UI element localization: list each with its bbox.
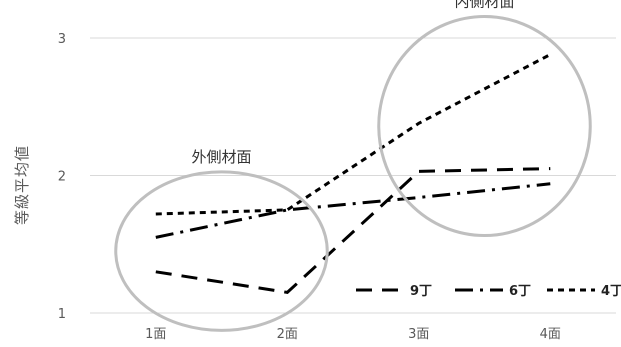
annotations: 外側材面 内側材面 [114,0,592,332]
y-axis-label: 等級平均値 [13,145,31,225]
annotation-circle-1 [377,15,592,237]
x-axis-ticks: 1面 2面 3面 4面 [145,327,561,342]
y-tick-label: 1 [58,307,66,322]
annotation-label-0: 外側材面 [191,148,251,166]
y-tick-label: 2 [58,170,66,185]
y-axis-ticks: 1 2 3 [58,32,66,322]
annotation-circle-0 [114,170,329,332]
legend-label-2: 4丁 [601,284,621,299]
x-tick-label: 3面 [408,327,429,342]
gridlines [90,37,616,314]
annotation-label-1: 内側材面 [454,0,514,11]
legend-label-1: 6丁 [509,284,531,299]
x-tick-label: 1面 [145,327,166,342]
x-tick-label: 2面 [277,327,298,342]
series-line-1 [155,182,551,239]
y-tick-label: 3 [58,32,66,47]
legend: 9丁 6丁 4丁 [356,284,621,299]
legend-label-0: 9丁 [410,284,432,299]
series-lines [155,53,551,294]
series-line-0 [155,167,551,294]
series-line-2 [155,53,551,216]
x-tick-label: 4面 [540,327,561,342]
